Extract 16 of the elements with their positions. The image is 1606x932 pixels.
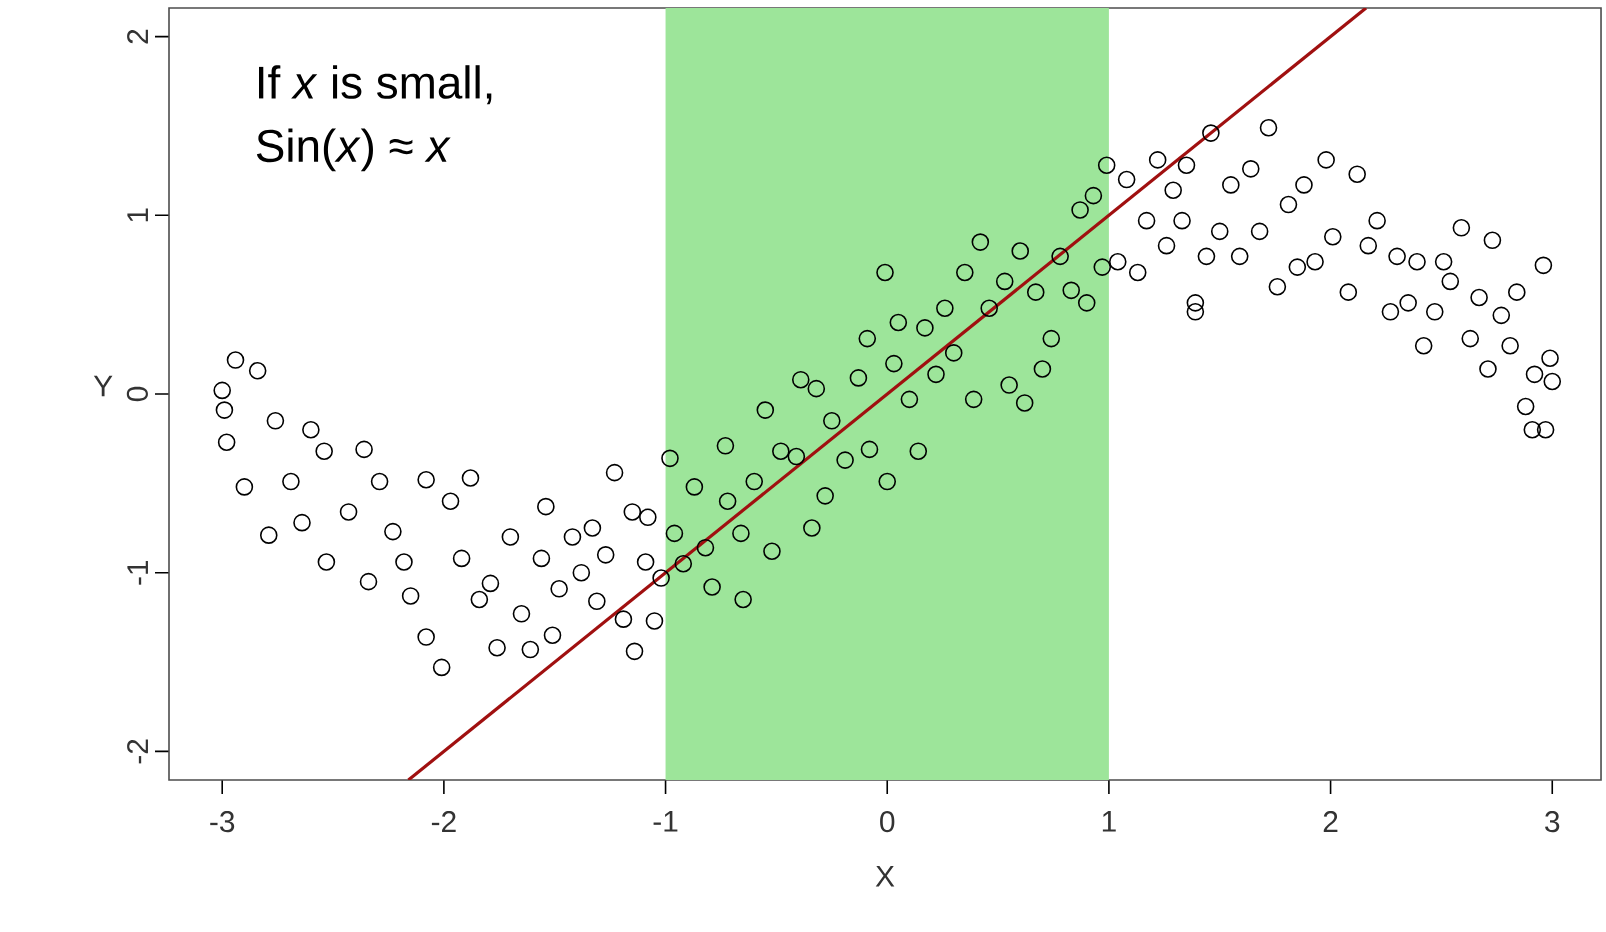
y-tick-label: -1 <box>127 560 148 585</box>
y-tick-label: -2 <box>127 739 148 764</box>
x-tick-label: 2 <box>1323 811 1338 832</box>
annotation: Sin(x) ≈ x <box>256 128 451 172</box>
y-tick-label: 1 <box>127 208 148 222</box>
y-tick-label: 0 <box>126 386 148 402</box>
x-tick-label: -1 <box>653 811 678 832</box>
x-tick-label: 3 <box>1545 811 1560 833</box>
y-axis-title: Y <box>93 375 113 397</box>
x-tick-label: -2 <box>431 811 456 832</box>
annotation: If x is small, <box>259 65 492 105</box>
x-axis-title: X <box>875 865 895 887</box>
y-tick-label: 2 <box>127 29 148 44</box>
x-tick-label: 0 <box>880 811 895 833</box>
x-tick-label: 1 <box>1102 811 1116 832</box>
x-tick-label: -3 <box>210 811 235 833</box>
